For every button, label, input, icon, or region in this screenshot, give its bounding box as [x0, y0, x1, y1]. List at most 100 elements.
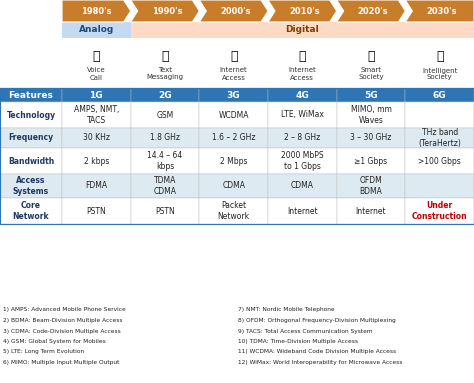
Text: 30 KHz: 30 KHz — [83, 134, 110, 142]
Text: Core
Network: Core Network — [13, 201, 49, 221]
Text: Technology: Technology — [7, 111, 55, 119]
Text: 5) LTE: Long Term Evolution: 5) LTE: Long Term Evolution — [3, 350, 84, 355]
Bar — [0, 102, 62, 128]
Text: 2G: 2G — [158, 90, 172, 100]
Bar — [131, 148, 200, 174]
Bar — [405, 128, 474, 148]
Bar — [405, 148, 474, 174]
Bar — [131, 174, 200, 198]
Text: THz band
(TeraHertz): THz band (TeraHertz) — [418, 128, 461, 148]
Bar — [405, 198, 474, 224]
Text: WCDMA: WCDMA — [219, 111, 249, 119]
Bar — [200, 198, 268, 224]
Bar — [200, 88, 268, 102]
Text: 1.8 GHz: 1.8 GHz — [150, 134, 180, 142]
Bar — [0, 148, 62, 174]
Text: LTE, WiMax: LTE, WiMax — [281, 111, 324, 119]
Bar — [200, 102, 268, 128]
Bar — [337, 88, 405, 102]
Text: 2 kbps: 2 kbps — [83, 157, 109, 165]
Text: 6) MIMO: Multiple Input Multiple Output: 6) MIMO: Multiple Input Multiple Output — [3, 360, 119, 365]
Text: GSM: GSM — [156, 111, 173, 119]
Text: 3 – 30 GHz: 3 – 30 GHz — [350, 134, 392, 142]
Bar — [405, 174, 474, 198]
Text: 2) BDMA: Beam-Division Multiple Access: 2) BDMA: Beam-Division Multiple Access — [3, 318, 122, 323]
Text: 1980's: 1980's — [81, 7, 111, 15]
Bar — [268, 174, 337, 198]
Bar — [200, 128, 268, 148]
Bar — [0, 128, 62, 148]
Bar — [268, 88, 337, 102]
Text: OFDM
BDMA: OFDM BDMA — [360, 176, 383, 196]
Text: 2 – 8 GHz: 2 – 8 GHz — [284, 134, 320, 142]
Text: 1.6 – 2 GHz: 1.6 – 2 GHz — [212, 134, 255, 142]
Polygon shape — [131, 0, 200, 22]
Text: FDMA: FDMA — [85, 182, 108, 190]
Text: 📱: 📱 — [299, 49, 306, 62]
Text: AMPS, NMT,
TACS: AMPS, NMT, TACS — [73, 105, 119, 125]
Text: Internet
Access: Internet Access — [289, 67, 316, 80]
Text: 14.4 – 64
kbps: 14.4 – 64 kbps — [147, 151, 182, 171]
Text: 🏙: 🏙 — [367, 49, 375, 62]
Bar — [131, 198, 200, 224]
Text: Access
Systems: Access Systems — [13, 176, 49, 196]
Bar — [268, 102, 337, 128]
Bar — [0, 174, 62, 198]
Text: Internet
Access: Internet Access — [220, 67, 247, 80]
Text: Voice
Call: Voice Call — [87, 67, 106, 80]
Text: Packet
Network: Packet Network — [218, 201, 250, 221]
Text: 1990's: 1990's — [152, 7, 182, 15]
Text: 📱: 📱 — [230, 49, 237, 62]
Bar — [337, 174, 405, 198]
Text: 🏙: 🏙 — [436, 49, 443, 62]
Text: CDMA: CDMA — [222, 182, 245, 190]
Bar — [268, 198, 337, 224]
Bar — [62, 88, 131, 102]
Text: 2010's: 2010's — [289, 7, 319, 15]
Bar — [62, 198, 131, 224]
Text: Frequency: Frequency — [9, 134, 54, 142]
Bar — [62, 22, 131, 38]
Text: ≥1 Gbps: ≥1 Gbps — [355, 157, 388, 165]
Bar — [337, 128, 405, 148]
Text: 8) OFDM: Orthogonal Frequency-Division Multiplexing: 8) OFDM: Orthogonal Frequency-Division M… — [238, 318, 396, 323]
Text: 📱: 📱 — [161, 49, 169, 62]
Text: Smart
Society: Smart Society — [358, 67, 384, 80]
Text: PSTN: PSTN — [155, 206, 175, 216]
Text: 9) TACS: Total Access Communication System: 9) TACS: Total Access Communication Syst… — [238, 329, 373, 334]
Text: Internet: Internet — [287, 206, 318, 216]
Text: >100 Gbps: >100 Gbps — [418, 157, 461, 165]
Text: 2 Mbps: 2 Mbps — [220, 157, 247, 165]
Bar — [200, 174, 268, 198]
Text: 2000's: 2000's — [220, 7, 251, 15]
Bar — [268, 148, 337, 174]
Text: Under
Construction: Under Construction — [412, 201, 467, 221]
Text: 1G: 1G — [90, 90, 103, 100]
Bar — [62, 148, 131, 174]
Text: 2030's: 2030's — [427, 7, 457, 15]
Bar — [0, 88, 474, 224]
Bar — [62, 102, 131, 128]
Bar — [131, 128, 200, 148]
Polygon shape — [62, 0, 131, 22]
Text: 11) WCDMA: Wideband Code Division Multiple Access: 11) WCDMA: Wideband Code Division Multip… — [238, 350, 396, 355]
Bar — [131, 22, 474, 38]
Text: Digital: Digital — [285, 26, 319, 34]
Text: 7) NMT: Nordic Mobile Telephone: 7) NMT: Nordic Mobile Telephone — [238, 308, 335, 313]
Bar — [0, 88, 62, 102]
Bar — [62, 128, 131, 148]
Bar — [200, 148, 268, 174]
Polygon shape — [200, 0, 268, 22]
Text: Analog: Analog — [79, 26, 114, 34]
Bar — [131, 102, 200, 128]
Text: CDMA: CDMA — [291, 182, 314, 190]
Text: 3) CDMA: Code-Division Multiple Access: 3) CDMA: Code-Division Multiple Access — [3, 329, 121, 334]
Text: PSTN: PSTN — [86, 206, 106, 216]
Text: 3G: 3G — [227, 90, 240, 100]
Text: Features: Features — [9, 90, 54, 100]
Bar — [405, 102, 474, 128]
Polygon shape — [268, 0, 337, 22]
Bar — [405, 88, 474, 102]
Polygon shape — [337, 0, 405, 22]
Text: 2000 MbPS
to 1 Gbps: 2000 MbPS to 1 Gbps — [281, 151, 324, 171]
